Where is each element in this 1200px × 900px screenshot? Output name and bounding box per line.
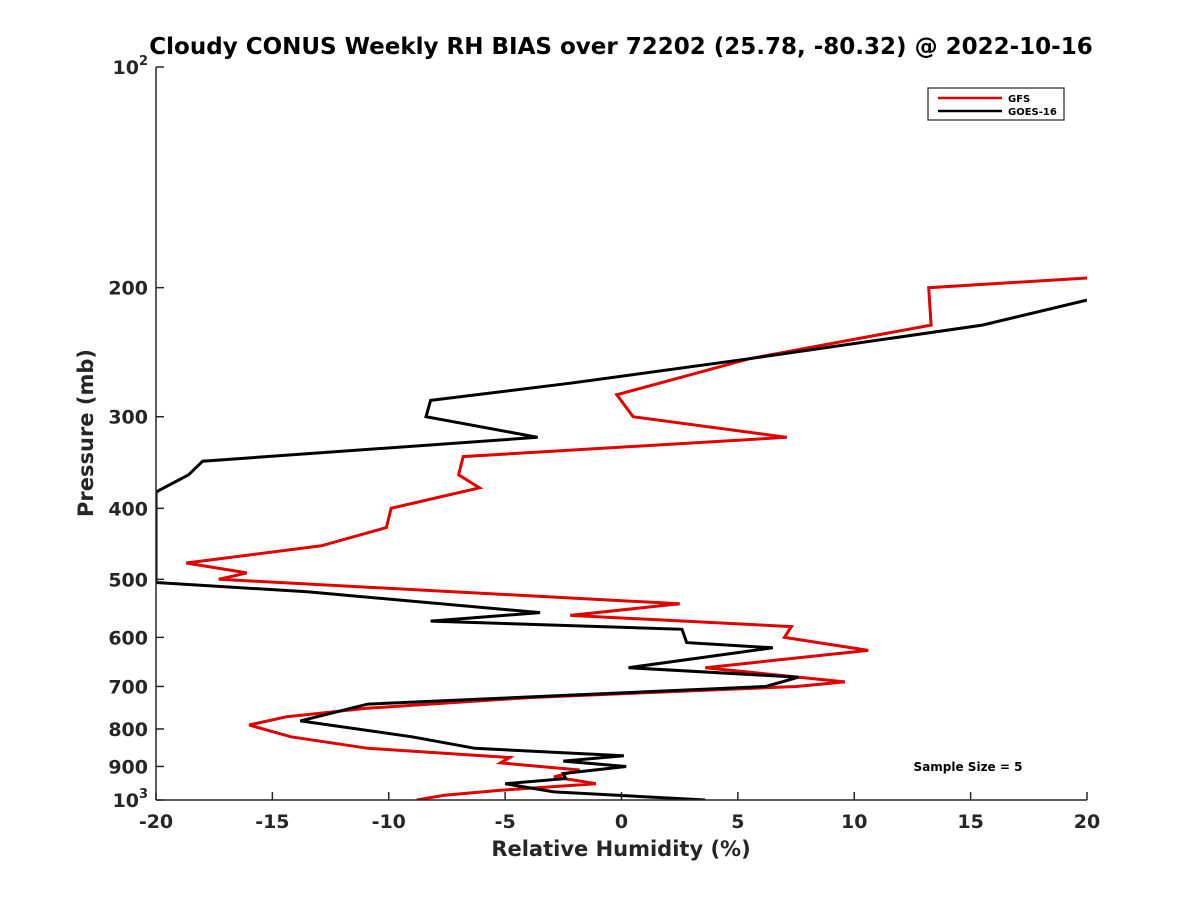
y-tick-label: 102	[113, 54, 149, 79]
x-tick-label: 5	[731, 811, 744, 833]
x-tick-label: 15	[957, 811, 983, 833]
y-tick-label: 103	[113, 787, 149, 812]
x-tick-label: 10	[841, 811, 867, 833]
series-layer	[156, 276, 1087, 800]
x-ticks: -20 -15 -10 -5 0 5 10 15 20	[139, 792, 1100, 833]
y-tick-label: 700	[108, 676, 148, 698]
legend-box	[927, 87, 1065, 121]
chart-title: Cloudy CONUS Weekly RH BIAS over 72202 (…	[149, 34, 1092, 60]
y-ticks: 102 200 300 400 500 600 700 800 900 103	[108, 54, 164, 812]
legend-items: GFS GOES-16	[938, 94, 1057, 118]
y-tick-label: 800	[108, 719, 148, 741]
y-tick-label: 600	[108, 627, 148, 649]
y-axis-label: Pressure (mb)	[74, 349, 98, 517]
x-tick-label: -20	[139, 811, 173, 833]
x-tick-label: -15	[255, 811, 289, 833]
sample-size-annotation: Sample Size = 5	[914, 760, 1023, 774]
x-tick-label: 0	[615, 811, 628, 833]
x-axis-label: Relative Humidity (%)	[491, 837, 750, 861]
legend-label: GFS	[1008, 94, 1030, 105]
y-tick-label: 400	[108, 498, 148, 520]
y-tick-label: 900	[108, 756, 148, 778]
legend-label: GOES-16	[1008, 107, 1057, 118]
series-line-goes-16	[156, 298, 1087, 800]
y-tick-label: 300	[108, 407, 148, 429]
y-tick-label: 200	[108, 278, 148, 300]
y-tick-label: 500	[108, 569, 148, 591]
x-tick-label: -5	[495, 811, 516, 833]
x-tick-label: 20	[1074, 811, 1100, 833]
series-line-gfs	[186, 276, 1087, 800]
legend: GFS GOES-16	[927, 87, 1065, 121]
x-tick-label: -10	[372, 811, 406, 833]
